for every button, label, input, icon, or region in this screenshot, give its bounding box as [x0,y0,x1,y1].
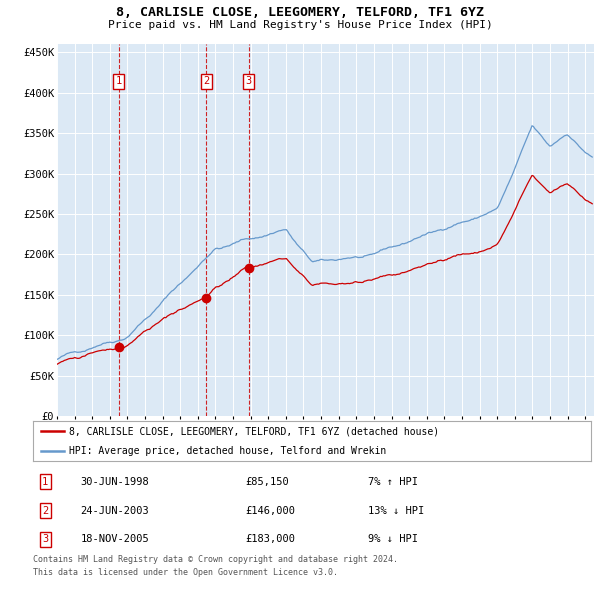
Text: 3: 3 [42,535,49,545]
Text: Price paid vs. HM Land Registry's House Price Index (HPI): Price paid vs. HM Land Registry's House … [107,20,493,30]
Text: 8, CARLISLE CLOSE, LEEGOMERY, TELFORD, TF1 6YZ (detached house): 8, CARLISLE CLOSE, LEEGOMERY, TELFORD, T… [69,427,439,436]
Text: £85,150: £85,150 [245,477,289,487]
Text: £183,000: £183,000 [245,535,295,545]
Text: 24-JUN-2003: 24-JUN-2003 [80,506,149,516]
Text: 8, CARLISLE CLOSE, LEEGOMERY, TELFORD, TF1 6YZ: 8, CARLISLE CLOSE, LEEGOMERY, TELFORD, T… [116,6,484,19]
Text: 1: 1 [42,477,49,487]
Text: 7% ↑ HPI: 7% ↑ HPI [368,477,418,487]
Text: 2: 2 [203,77,209,86]
Text: 13% ↓ HPI: 13% ↓ HPI [368,506,424,516]
Text: 30-JUN-1998: 30-JUN-1998 [80,477,149,487]
Text: 1: 1 [115,77,122,86]
Text: HPI: Average price, detached house, Telford and Wrekin: HPI: Average price, detached house, Telf… [69,447,386,456]
Text: £146,000: £146,000 [245,506,295,516]
Text: 2: 2 [42,506,49,516]
Text: 9% ↓ HPI: 9% ↓ HPI [368,535,418,545]
Text: This data is licensed under the Open Government Licence v3.0.: This data is licensed under the Open Gov… [33,568,338,576]
Text: 3: 3 [245,77,251,86]
Text: Contains HM Land Registry data © Crown copyright and database right 2024.: Contains HM Land Registry data © Crown c… [33,555,398,563]
Text: 18-NOV-2005: 18-NOV-2005 [80,535,149,545]
